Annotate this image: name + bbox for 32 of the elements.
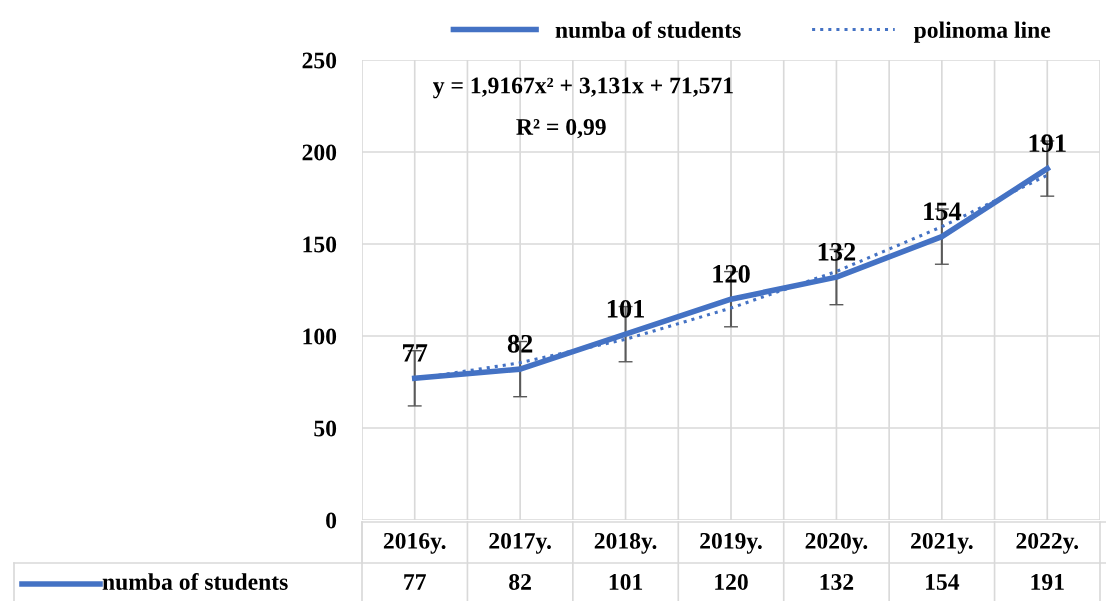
text: 132 — [818, 242, 856, 261]
y-tick-label: 150 — [303, 236, 337, 253]
y-tick-label: 50 — [314, 420, 337, 437]
data-label: 120 — [715, 573, 748, 590]
data-label: 101 — [609, 573, 643, 590]
data-label: 154 — [926, 574, 960, 590]
x-tick-label: 2021y. — [911, 532, 973, 554]
text: numba of students — [102, 573, 288, 590]
y-tick-label: 0 — [326, 512, 337, 529]
text: 101 — [607, 299, 644, 318]
data-label: 82 — [509, 573, 531, 590]
text: 77 — [403, 344, 428, 362]
annotation: R² = 0,99 — [516, 118, 606, 139]
text: 120 — [713, 264, 750, 283]
legend-label: polinoma line — [913, 21, 1051, 43]
y-tick-label: 200 — [302, 144, 337, 161]
x-tick-label: 2017y. — [489, 532, 551, 554]
text: 82 — [507, 334, 533, 353]
x-tick-label: 2018y. — [594, 532, 657, 554]
annotation: y = 1,9167x² + 3,131x + 71,571 — [433, 77, 733, 99]
x-tick-label: 2022y. — [1016, 532, 1079, 554]
legend-label: numba of students — [555, 21, 741, 39]
x-tick-label: 2019y. — [700, 532, 762, 554]
x-tick-label: 2020y. — [805, 532, 868, 554]
y-tick-label: 100 — [303, 328, 337, 345]
data-label: 191 — [1031, 574, 1064, 590]
x-tick-label: 2016y. — [383, 532, 446, 554]
data-label: 77 — [404, 574, 426, 590]
text: 154 — [924, 202, 962, 221]
data-label: 132 — [820, 574, 854, 590]
y-tick-label: 250 — [302, 52, 337, 69]
text: 191 — [1029, 134, 1066, 153]
